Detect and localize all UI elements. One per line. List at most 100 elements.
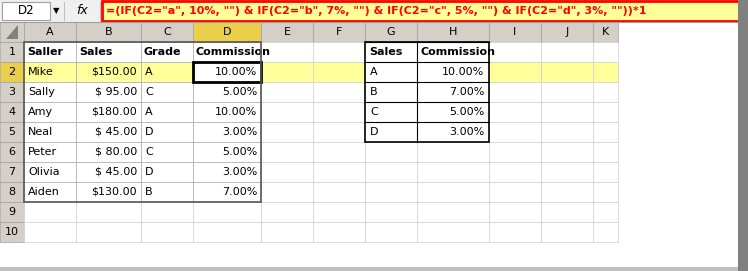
Bar (313, 222, 365, 242)
Bar (0, 62, 24, 82)
Text: Grade: Grade (144, 47, 182, 57)
Bar (417, 182, 489, 202)
Bar (541, 22, 593, 42)
Bar (0, 122, 24, 142)
Bar (417, 22, 489, 42)
Text: K: K (602, 27, 609, 37)
Bar (541, 82, 593, 102)
Bar (193, 102, 261, 122)
Bar (141, 222, 193, 242)
Bar (541, 162, 593, 182)
Bar (141, 42, 193, 62)
Bar (313, 202, 365, 222)
Bar (313, 102, 365, 122)
Text: $130.00: $130.00 (91, 187, 137, 197)
Text: Commission: Commission (421, 47, 496, 57)
Text: Neal: Neal (28, 127, 53, 137)
Text: B: B (145, 187, 153, 197)
Bar (24, 122, 76, 142)
Text: Mike: Mike (28, 67, 54, 77)
Bar (365, 122, 417, 142)
Text: 7: 7 (8, 167, 16, 177)
Bar (417, 122, 489, 142)
Bar (193, 142, 261, 162)
Bar (313, 62, 365, 82)
Bar (76, 142, 141, 162)
Bar (313, 162, 365, 182)
Bar (365, 222, 417, 242)
Bar (0, 267, 748, 271)
Text: C: C (145, 87, 153, 97)
Text: =(IF(C2="a", 10%, "") & IF(C2="b", 7%, "") & IF(C2="c", 5%, "") & IF(C2="d", 3%,: =(IF(C2="a", 10%, "") & IF(C2="b", 7%, "… (106, 6, 646, 16)
Bar (489, 202, 541, 222)
Bar (76, 102, 141, 122)
Text: B: B (370, 87, 378, 97)
Bar (76, 202, 141, 222)
Bar (0, 202, 24, 222)
Bar (24, 182, 76, 202)
Bar (76, 162, 141, 182)
Bar (102, 1, 746, 21)
Bar (0, 0, 748, 22)
Bar (141, 202, 193, 222)
Text: 10: 10 (5, 227, 19, 237)
Text: 4: 4 (8, 107, 16, 117)
Text: 5.00%: 5.00% (221, 87, 257, 97)
Bar (141, 142, 193, 162)
Bar (24, 222, 76, 242)
Text: B: B (105, 27, 112, 37)
Bar (24, 22, 76, 42)
Bar (417, 202, 489, 222)
Text: D: D (145, 127, 153, 137)
Bar (141, 82, 193, 102)
Bar (261, 42, 313, 62)
Bar (593, 102, 618, 122)
Text: Aiden: Aiden (28, 187, 60, 197)
Text: ▼: ▼ (53, 7, 59, 15)
Bar (593, 202, 618, 222)
Polygon shape (6, 25, 18, 39)
Bar (0, 142, 24, 162)
Text: 7.00%: 7.00% (221, 187, 257, 197)
Bar (24, 102, 76, 122)
Bar (593, 22, 618, 42)
Text: A: A (46, 27, 54, 37)
Bar (417, 42, 489, 62)
Bar (417, 62, 489, 82)
Text: Sales: Sales (79, 47, 112, 57)
Bar (0, 162, 24, 182)
Bar (0, 22, 24, 42)
Text: D: D (370, 127, 378, 137)
Bar (365, 102, 417, 122)
Bar (541, 62, 593, 82)
Bar (593, 122, 618, 142)
Bar (738, 0, 748, 271)
Bar (313, 182, 365, 202)
Bar (141, 162, 193, 182)
Bar (489, 22, 541, 42)
Bar (24, 162, 76, 182)
Text: F: F (336, 27, 342, 37)
Bar (193, 62, 261, 82)
Text: Olivia: Olivia (28, 167, 60, 177)
Bar (541, 42, 593, 62)
Bar (365, 82, 417, 102)
Bar (193, 122, 261, 142)
Bar (593, 222, 618, 242)
Bar (261, 162, 313, 182)
Bar (365, 42, 417, 62)
Text: 5: 5 (8, 127, 16, 137)
Bar (489, 122, 541, 142)
Text: A: A (145, 67, 153, 77)
Text: $ 45.00: $ 45.00 (95, 167, 137, 177)
Text: A: A (370, 67, 378, 77)
Bar (365, 202, 417, 222)
Bar (261, 62, 313, 82)
Bar (313, 122, 365, 142)
Bar (489, 82, 541, 102)
Text: 3.00%: 3.00% (221, 167, 257, 177)
Bar (261, 102, 313, 122)
Text: fx: fx (76, 5, 88, 18)
Bar (193, 182, 261, 202)
Text: $ 45.00: $ 45.00 (95, 127, 137, 137)
